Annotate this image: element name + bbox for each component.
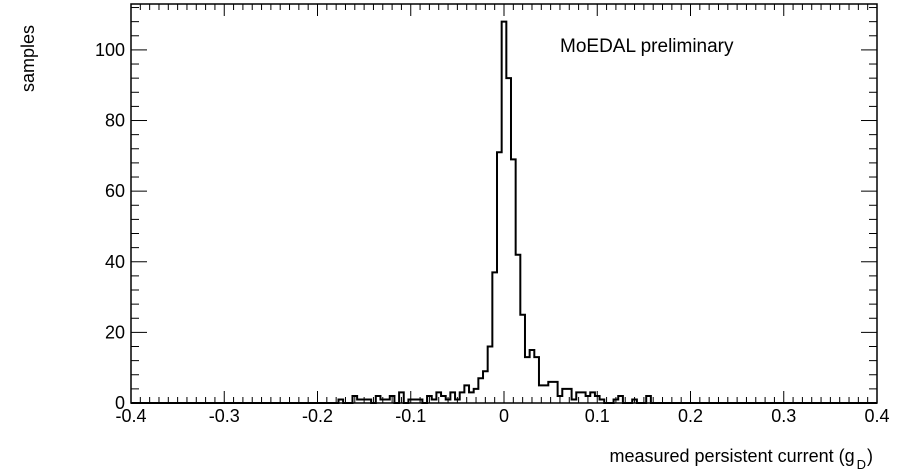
x-axis-title: measured persistent current (g D) (610, 446, 874, 471)
x-axis-ticks (130, 4, 878, 403)
histogram-bin (525, 357, 530, 403)
y-axis-ticks (131, 7, 877, 404)
y-axis-tick-labels: 0 20 40 60 80 100 (95, 40, 125, 413)
x-tick-label: 0.3 (771, 406, 796, 426)
x-tick-label: -0.3 (209, 406, 240, 426)
x-axis-title-subscript: D (857, 457, 866, 471)
x-axis-title-close: ) (867, 446, 873, 466)
x-tick-label: -0.1 (395, 406, 426, 426)
x-tick-label: 0.4 (864, 406, 889, 426)
plot-frame (130, 3, 878, 404)
x-tick-label: 0 (499, 406, 509, 426)
x-tick-label: 0.2 (678, 406, 703, 426)
x-tick-label: 0.1 (585, 406, 610, 426)
y-tick-label: 0 (115, 393, 125, 413)
x-tick-label: -0.4 (115, 406, 146, 426)
y-tick-label: 80 (105, 111, 125, 131)
plot-frame-group (130, 3, 878, 404)
histogram-bins (338, 22, 650, 403)
y-tick-label: 40 (105, 252, 125, 272)
histogram-outline (131, 20, 877, 404)
chart-annotation: MoEDAL preliminary (560, 36, 734, 57)
y-tick-label: 20 (105, 322, 125, 342)
histogram-bin (469, 392, 474, 403)
x-tick-label: -0.2 (302, 406, 333, 426)
x-axis-title-main: measured persistent current (g (610, 446, 855, 466)
y-tick-label: 100 (95, 40, 125, 60)
y-axis-title: samples (18, 25, 38, 92)
y-tick-label: 60 (105, 181, 125, 201)
x-axis-tick-labels: -0.4 -0.3 -0.2 -0.1 0 0.1 0.2 0.3 0.4 (115, 406, 889, 426)
histogram-bin (544, 385, 549, 403)
